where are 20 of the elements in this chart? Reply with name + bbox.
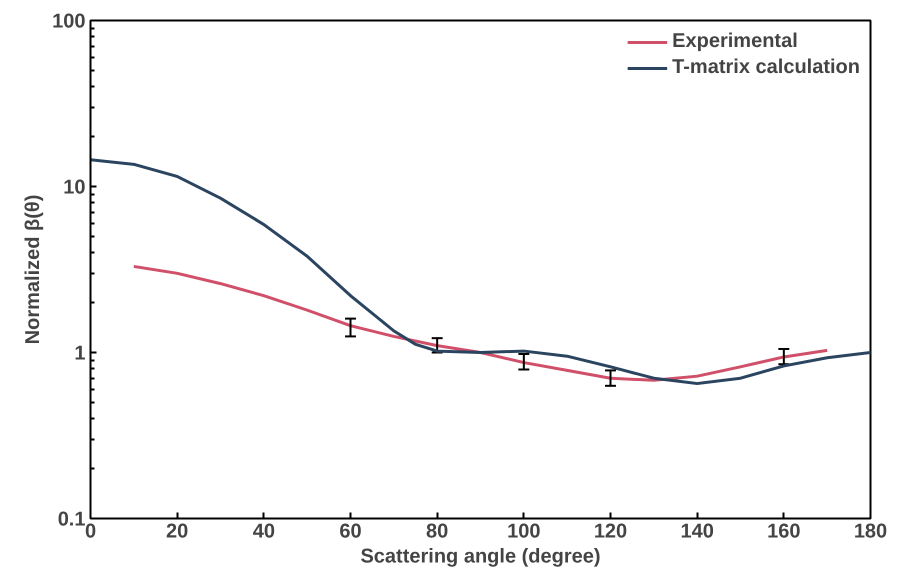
- x-tick-label: 180: [854, 520, 888, 542]
- y-tick-label: 100: [52, 10, 86, 32]
- x-tick-label: 40: [252, 520, 275, 542]
- x-tick-label: 120: [594, 520, 628, 542]
- x-tick-label: 20: [166, 520, 188, 542]
- x-tick-label: 60: [339, 520, 362, 542]
- y-tick-label: 1: [74, 342, 86, 364]
- legend-label: T-matrix calculation: [672, 56, 860, 79]
- x-tick-label: 0: [84, 520, 96, 542]
- line-series: [132, 264, 829, 382]
- y-axis-title: Normalized β(θ): [22, 194, 44, 344]
- x-tick-label: 140: [680, 520, 714, 542]
- x-tick-label: 160: [767, 520, 801, 542]
- y-tick-label: 10: [63, 176, 86, 198]
- y-tick-label: 0.1: [58, 508, 86, 530]
- x-tick-label: 100: [507, 520, 541, 542]
- x-axis-title: Scattering angle (degree): [360, 546, 601, 568]
- legend-label: Experimental: [672, 30, 798, 53]
- x-tick-label: 80: [426, 520, 448, 542]
- line-series: [90, 158, 870, 386]
